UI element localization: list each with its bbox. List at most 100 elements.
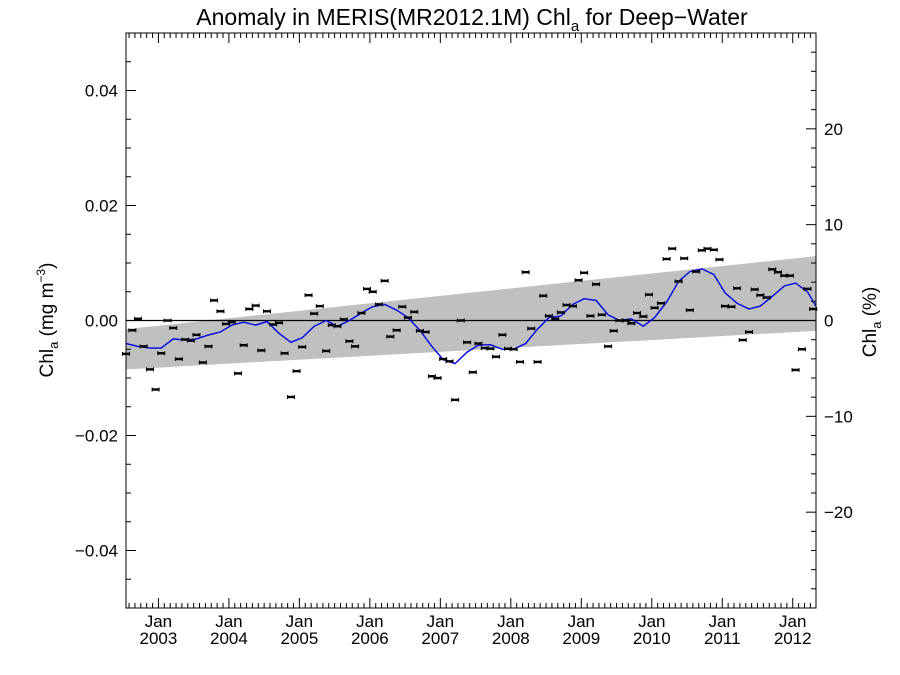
data-point [656,301,665,306]
data-point [727,304,736,309]
data-point [456,318,465,323]
data-point [357,311,366,316]
data-point [174,357,183,362]
x-tick-label-year: 2006 [351,629,389,648]
ylabel-left-main: Chl [37,349,58,378]
data-point [551,316,560,321]
data-point [715,257,724,262]
data-point [733,286,742,291]
x-tick-label-month: Jan [427,612,454,631]
data-point [292,369,301,374]
ylabel-right-main: Chl [860,329,881,358]
data-point [204,344,213,349]
data-point [468,370,477,375]
data-point [286,394,295,399]
ylabel-left-sup: −3 [34,269,48,283]
right-tick-label: 20 [824,120,843,139]
data-point [198,360,207,365]
data-point [486,346,495,351]
x-tick-label-year: 2004 [210,629,248,648]
chart-title: Anomaly in MERIS(MR2012.1M) Chla for Dee… [196,4,748,35]
right-tick-label: 10 [824,216,843,235]
anomaly-points [122,246,818,402]
data-point [515,359,524,364]
data-point [568,304,577,309]
x-tick-label-month: Jan [215,612,242,631]
data-point [392,328,401,333]
data-point [604,344,613,349]
data-point [773,270,782,275]
x-tick-label-year: 2005 [280,629,318,648]
data-point [674,279,683,284]
right-tick-label: −20 [824,503,853,522]
data-point [580,270,589,275]
data-point [586,313,595,318]
data-point [609,328,618,333]
data-point [433,376,442,380]
data-point [680,256,689,261]
x-tick-label-year: 2009 [562,629,600,648]
data-point [574,278,583,283]
data-point [251,303,260,308]
data-point [386,334,395,339]
data-point [650,305,659,310]
data-point [463,340,472,345]
data-point [169,325,178,330]
left-tick-label: 0.04 [85,82,118,101]
data-point [539,293,548,298]
data-point [257,348,266,353]
data-point [315,304,324,309]
data-point [245,307,254,311]
x-tick-label-year: 2011 [704,629,741,648]
data-point [216,309,225,314]
ylabel-left-tail: (mg m [37,283,58,342]
title-sub: a [571,18,580,35]
title-tail: for Deep−Water [579,4,748,30]
data-point [692,269,701,274]
y-axis-label-right: Chla (%) [860,287,884,358]
data-point [474,341,483,346]
data-point [157,351,166,356]
data-point [639,314,648,319]
smooth-line [125,268,817,365]
data-point [762,295,771,300]
data-point [139,344,148,349]
data-point [351,344,360,349]
left-tick-label: 0.02 [85,197,118,216]
ylabel-left-close: ) [37,263,58,269]
data-point [527,326,536,331]
x-tick-label-year: 2007 [421,629,459,648]
data-point [274,320,283,325]
right-tick-label: 0 [824,312,833,331]
data-point [632,311,641,316]
data-point [310,311,319,316]
x-tick-label-month: Jan [356,612,383,631]
data-point [345,339,354,344]
data-point [280,351,289,356]
x-tick-label-year: 2003 [140,629,178,648]
data-point [685,308,694,313]
right-axis: 20 10 0 −10 −20 [806,51,853,590]
data-point [492,354,501,359]
x-tick-label-year: 2012 [774,629,812,648]
x-tick-label-year: 2010 [633,629,671,648]
data-point [627,321,636,326]
data-point [662,256,671,261]
data-point [556,310,565,315]
y-axis-label-left: Chla (mg m−3) [34,263,61,378]
data-point [509,347,518,352]
data-point [375,302,384,307]
data-point [644,292,653,297]
data-point [234,371,243,376]
x-axis: Jan2003Jan2004Jan2005Jan2006Jan2007Jan20… [128,33,812,648]
ylabel-right-tail: (%) [860,287,881,322]
data-point [186,338,195,343]
data-point [797,347,806,352]
data-point [304,293,313,298]
data-point [151,387,160,392]
data-point [709,247,718,252]
data-point [521,270,530,275]
data-point [192,332,201,337]
trend-band [126,256,816,370]
left-tick-label: −0.02 [75,427,118,446]
